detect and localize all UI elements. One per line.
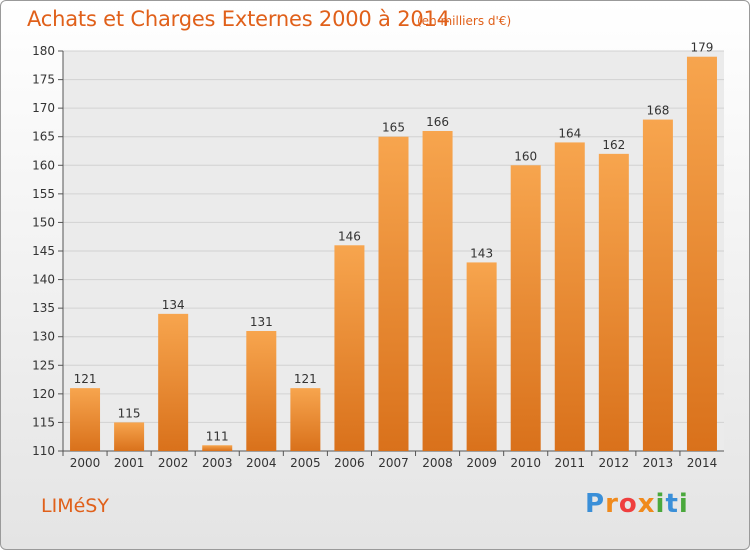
y-tick-label: 170 [32,101,55,115]
bar-value-label: 164 [558,126,581,140]
bar [158,313,189,451]
bar-value-label: 166 [426,115,449,129]
bar-value-label: 121 [294,372,317,386]
x-tick-label: 2005 [290,456,321,470]
x-tick-label: 2012 [599,456,630,470]
bar [598,153,629,451]
bar [642,119,673,452]
logo-letter: P [585,489,606,519]
bar-value-label: 146 [338,229,361,243]
bar [290,388,321,451]
y-tick-label: 135 [32,301,55,315]
logo-letter: r [605,489,619,519]
x-tick-label: 2013 [643,456,674,470]
bar [686,56,717,451]
bar [466,262,497,451]
y-tick-label: 150 [32,215,55,229]
y-tick-label: 160 [32,158,55,172]
y-tick-label: 155 [32,187,55,201]
bar-value-label: 168 [646,104,669,118]
bar-value-label: 165 [382,121,405,135]
y-tick-label: 110 [32,444,55,458]
bar-value-label: 115 [118,406,141,420]
bar-value-label: 162 [602,138,625,152]
x-tick-label: 2007 [378,456,409,470]
logo-letter: i [678,489,689,519]
logo-letter: o [618,489,638,519]
bar-value-label: 134 [162,298,185,312]
x-tick-label: 2006 [334,456,365,470]
bar [70,388,101,451]
bar [334,245,365,451]
x-tick-label: 2008 [422,456,453,470]
logo-letter: x [637,489,656,519]
x-tick-label: 2002 [158,456,189,470]
bar [246,331,277,451]
x-tick-label: 2004 [246,456,277,470]
x-tick-label: 2000 [70,456,101,470]
logo-letter: i [655,489,666,519]
bar-value-label: 131 [250,315,273,329]
x-tick-label: 2014 [687,456,718,470]
bar-value-label: 179 [691,41,714,55]
y-tick-label: 140 [32,273,55,287]
bar [114,422,145,451]
logo-letter: t [665,489,679,519]
bar [510,165,541,452]
x-tick-label: 2011 [554,456,585,470]
y-tick-label: 175 [32,73,55,87]
bar [422,131,453,451]
bar-value-label: 160 [514,149,537,163]
bar-value-label: 111 [206,429,229,443]
y-tick-label: 115 [32,415,55,429]
place-name: LIMéSY [41,495,109,517]
y-tick-label: 120 [32,387,55,401]
bar-value-label: 121 [74,372,97,386]
y-tick-label: 180 [32,44,55,58]
y-tick-label: 165 [32,130,55,144]
bar [202,445,233,451]
x-tick-label: 2010 [510,456,541,470]
y-tick-label: 125 [32,358,55,372]
y-tick-label: 130 [32,330,55,344]
x-tick-label: 2009 [466,456,497,470]
bar [554,142,585,451]
proxiti-logo: Proxiti [585,489,689,519]
chart-title: Achats et Charges Externes 2000 à 2014 [27,7,450,31]
bar-value-label: 143 [470,246,493,260]
x-tick-label: 2001 [114,456,145,470]
x-tick-label: 2003 [202,456,233,470]
bar [378,136,409,451]
y-tick-label: 145 [32,244,55,258]
chart-subtitle: (en milliers d'€) [417,14,512,28]
